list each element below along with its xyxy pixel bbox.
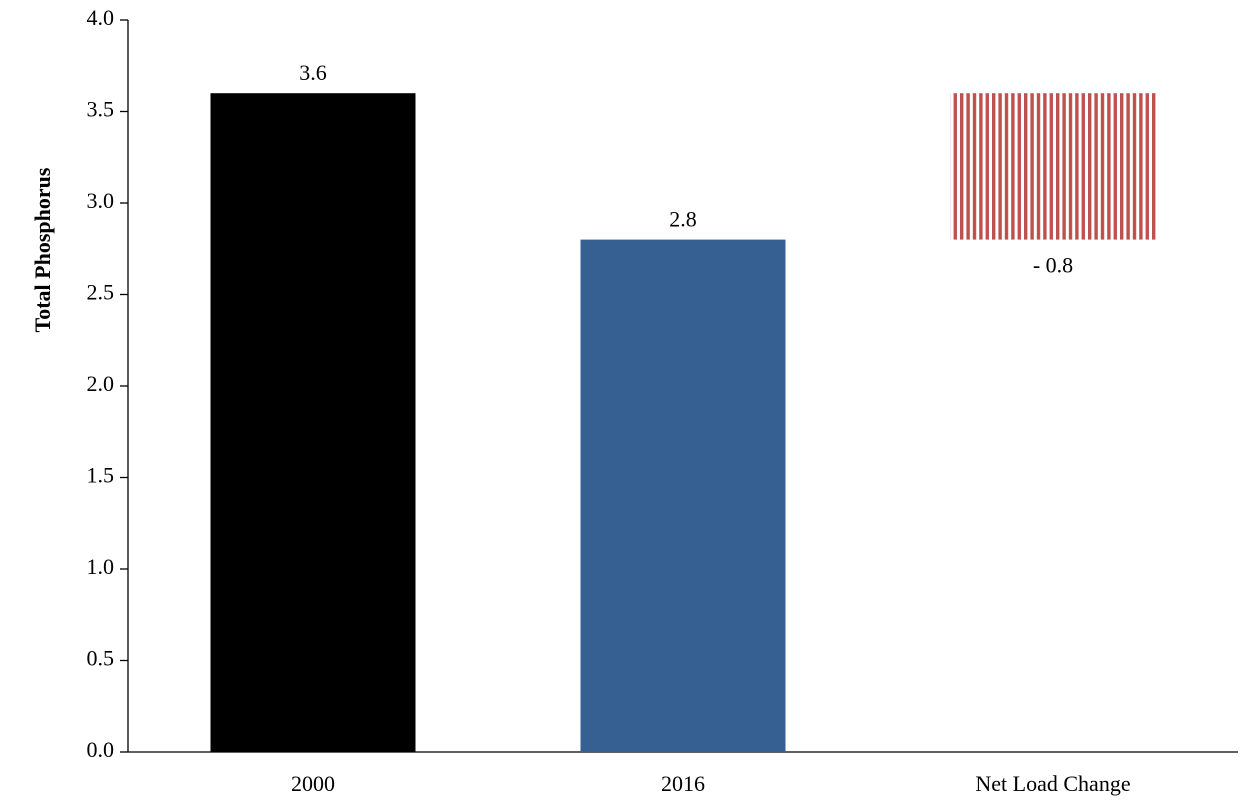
y-tick-label: 4.0: [87, 5, 115, 30]
y-axis-label: Total Phosphorus: [30, 167, 55, 332]
y-tick-label: 0.0: [87, 737, 115, 762]
x-tick-label: Net Load Change: [975, 771, 1130, 796]
value-label: 3.6: [299, 60, 327, 85]
y-tick-label: 2.0: [87, 371, 115, 396]
y-tick-label: 3.0: [87, 188, 115, 213]
bar: [210, 93, 416, 752]
bar: [580, 239, 786, 753]
value-label: 2.8: [669, 207, 697, 232]
change-bar: [950, 93, 1156, 240]
x-tick-label: 2000: [291, 771, 335, 796]
y-tick-label: 3.5: [87, 97, 115, 122]
y-tick-label: 2.5: [87, 280, 115, 305]
y-tick-label: 1.0: [87, 554, 115, 579]
y-tick-label: 0.5: [87, 646, 115, 671]
x-tick-label: 2016: [661, 771, 705, 796]
y-tick-label: 1.5: [87, 463, 115, 488]
value-label: - 0.8: [1033, 253, 1073, 278]
